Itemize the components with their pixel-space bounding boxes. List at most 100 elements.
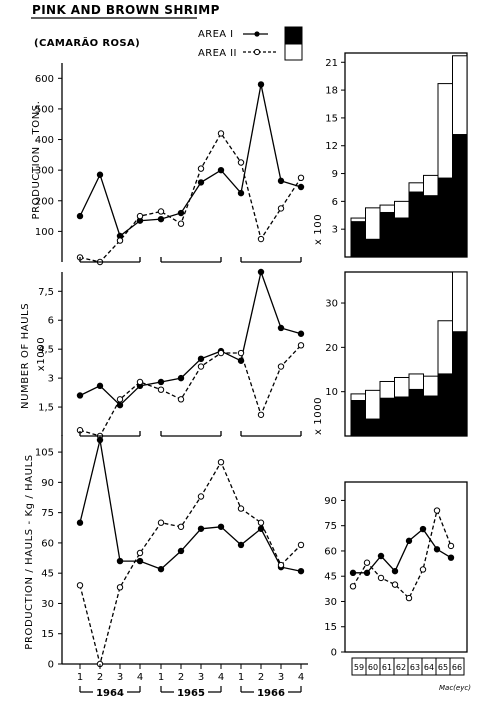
- year-tick-label: 60: [368, 663, 378, 672]
- production-annual-bar-area2: [350, 217, 366, 223]
- cpue-point-area1: [257, 525, 265, 532]
- quarter-tick-label: 4: [137, 672, 143, 683]
- cpue-point-area2: [217, 458, 225, 466]
- production-annual-y-tick-label: 3: [332, 225, 338, 236]
- quarter-tick-label: 4: [298, 672, 304, 683]
- cpue-annual-point-area2: [405, 594, 413, 602]
- quarter-tick-label: 1: [158, 672, 164, 683]
- hauls-point-area1: [177, 374, 185, 382]
- quarter-tick-label: 2: [97, 672, 103, 683]
- hauls-y-label-line1: NUMBER OF HAULS: [20, 303, 31, 409]
- hauls-annual-bar-area2: [423, 375, 439, 397]
- year-group-label: 1966: [257, 688, 285, 699]
- year-tick-label: 63: [410, 663, 420, 672]
- hauls-annual-bar-area2: [452, 271, 468, 333]
- production-point-area2: [116, 237, 124, 244]
- quarter-tick-label: 3: [198, 672, 204, 683]
- production-annual-bar-area1: [452, 134, 468, 258]
- legend-label-area1: AREA I: [198, 29, 233, 40]
- cpue-annual-point-area2: [419, 566, 427, 573]
- production-point-area1: [96, 171, 104, 178]
- year-tick-label: 61: [382, 663, 392, 672]
- hauls-annual-bar-area1: [365, 418, 381, 437]
- quarter-tick-label: 3: [278, 672, 284, 683]
- cpue-annual-point-area1: [363, 569, 371, 577]
- cpue-point-area1: [116, 557, 124, 565]
- cpue-point-area2: [177, 523, 185, 530]
- production-annual-panel: x 100 3 6 9 12 15 18 21: [313, 52, 468, 258]
- cpue-point-area2: [257, 519, 265, 526]
- production-plot: 100 200 300 400 500 600: [35, 74, 305, 266]
- cpue-annual-point-area2: [447, 542, 455, 550]
- year-group-label-bg: [93, 686, 127, 698]
- production-y-tick-label: 400: [35, 135, 54, 146]
- cpue-point-area1: [157, 565, 165, 573]
- hauls-point-area2: [297, 342, 305, 349]
- quarter-tick-label: 4: [218, 672, 224, 683]
- cpue-y-tick-label: 15: [41, 629, 54, 640]
- hauls-annual-bar-area2: [379, 380, 395, 399]
- cpue-annual-y-tick-label: 45: [324, 572, 337, 583]
- production-annual-y-tick-label: 12: [325, 141, 338, 152]
- cpue-point-area1: [177, 547, 185, 555]
- year-group-label-bg: [174, 686, 208, 698]
- production-point-area2: [136, 212, 144, 220]
- production-y-tick-label: 600: [35, 74, 54, 85]
- production-y-tick-label: 200: [35, 196, 54, 207]
- cpue-point-area1: [197, 525, 205, 532]
- production-annual-y-tick-label: 15: [325, 113, 338, 124]
- cpue-annual-point-area2: [363, 559, 371, 566]
- hauls-point-area2: [197, 363, 205, 370]
- figure-subtitle: (CAMARÃO ROSA): [34, 36, 140, 49]
- cpue-annual-point-area1: [433, 546, 441, 553]
- cpue-annual-y-tick-label: 60: [324, 546, 337, 557]
- production-point-area1: [237, 189, 245, 197]
- year-group-label: 1965: [177, 688, 205, 699]
- year-group-label: 1964: [96, 688, 124, 699]
- hauls-annual-panel: x 1000 10 20 30: [313, 271, 468, 437]
- legend-swatch-area2: [284, 43, 303, 61]
- cpue-annual-y-tick-label: 90: [324, 496, 337, 507]
- cpue-line-area2: [79, 460, 302, 665]
- hauls-y-tick-label: 7,5: [38, 287, 54, 298]
- production-annual-y-tick-label: 9: [332, 169, 338, 180]
- cpue-annual-point-area2: [349, 583, 357, 590]
- cpue-annual-plot: 0 15 30 45 60 75 90: [324, 496, 455, 659]
- year-axis: 59 60 61 62 63 64 65 66: [351, 657, 465, 676]
- hauls-point-area1: [157, 378, 165, 386]
- hauls-annual-y-tick-label: 20: [325, 343, 338, 354]
- production-annual-bar-area1: [423, 195, 439, 258]
- hauls-point-area2: [136, 378, 144, 386]
- cpue-annual-y-tick-label: 75: [324, 521, 337, 532]
- author-signature: Mac(eyc): [439, 684, 471, 692]
- legend-label-area2: AREA II: [198, 48, 237, 59]
- hauls-annual-plot: 10 20 30: [325, 271, 468, 437]
- hauls-annual-y-tick-label: 30: [325, 299, 338, 310]
- hauls-point-area1: [277, 324, 285, 332]
- hauls-annual-bar-area2: [365, 389, 381, 420]
- production-y-tick-label: 100: [35, 227, 54, 238]
- cpue-y-tick-label: 60: [41, 538, 54, 549]
- hauls-point-area1: [297, 330, 305, 337]
- cpue-annual-point-area1: [349, 569, 357, 577]
- production-point-area1: [177, 209, 185, 217]
- cpue-y-tick-label: 105: [35, 448, 54, 459]
- hauls-panel: NUMBER OF HAULS x1000 1,5 3 4,5 6 7,5: [20, 268, 305, 440]
- production-point-area2: [237, 159, 245, 166]
- year-tick-label: 64: [424, 663, 434, 672]
- quarter-tick-label: 3: [117, 672, 123, 683]
- hauls-y-tick-label: 3: [48, 374, 54, 385]
- cpue-annual-point-area2: [391, 581, 399, 588]
- cpue-annual-y-tick-label: 30: [324, 597, 337, 608]
- hauls-point-area1: [76, 392, 84, 399]
- cpue-y-tick-label: 45: [41, 569, 54, 580]
- production-annual-plot: 3 6 9 12 15 18 21: [325, 55, 468, 258]
- hauls-y-label: NUMBER OF HAULS x1000: [20, 299, 47, 409]
- figure-title: PINK AND BROWN SHRIMP: [32, 3, 220, 17]
- cpue-y-tick-label: 0: [48, 660, 54, 671]
- production-annual-bar-area2: [423, 174, 439, 197]
- hauls-y-label-line2: x1000: [36, 337, 47, 371]
- cpue-point-area1: [136, 557, 144, 565]
- production-point-area2: [217, 130, 225, 137]
- cpue-line-area1: [79, 439, 302, 572]
